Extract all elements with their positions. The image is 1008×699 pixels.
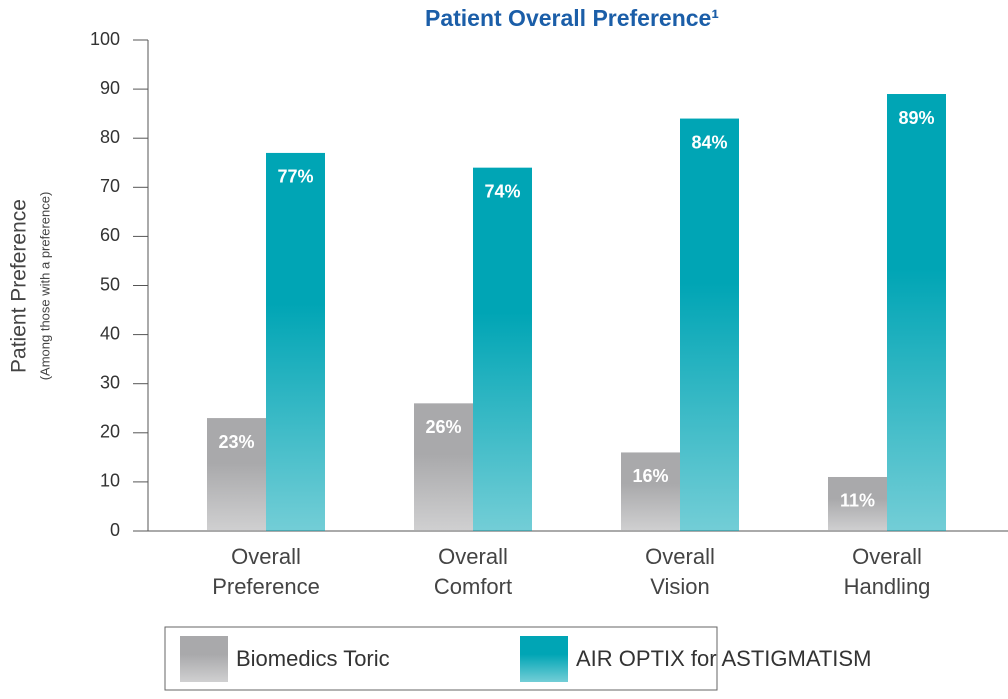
bar [473, 167, 532, 531]
y-tick-label: 20 [100, 422, 120, 442]
x-tick-label: Overall Handling [844, 544, 931, 599]
y-tick-label: 70 [100, 176, 120, 196]
value-label: 74% [484, 181, 520, 201]
x-tick-label: Overall Vision [645, 544, 715, 599]
legend-label: AIR OPTIX for ASTIGMATISM [576, 646, 871, 671]
value-label: 16% [632, 466, 668, 486]
y-tick-label: 30 [100, 372, 120, 392]
legend-box [164, 626, 718, 691]
y-axis-sublabel: (Among those with a preference) [37, 192, 52, 381]
value-label: 89% [898, 108, 934, 128]
bar [621, 452, 680, 531]
y-axis-label: Patient Preference [8, 199, 31, 373]
bar [887, 94, 946, 531]
y-tick-label: 60 [100, 225, 120, 245]
legend-label: Biomedics Toric [236, 646, 390, 671]
x-tick-label: Overall Comfort [434, 544, 512, 599]
value-label: 77% [277, 167, 313, 187]
bar [828, 476, 887, 531]
legend-swatch [180, 636, 228, 682]
chart-title: Patient Overall Preference¹ [425, 5, 719, 31]
y-tick-label: 40 [100, 323, 120, 343]
x-tick-label: Overall Preference [212, 544, 320, 599]
value-label: 84% [691, 132, 727, 152]
value-label: 11% [840, 491, 875, 511]
value-label: 26% [425, 417, 461, 437]
bar [414, 403, 473, 531]
bar [207, 418, 266, 531]
y-tick-label: 80 [100, 127, 120, 147]
y-tick-label: 0 [110, 520, 120, 540]
y-tick-label: 10 [100, 471, 120, 491]
value-label: 23% [218, 432, 254, 452]
y-tick-label: 100 [90, 29, 120, 49]
y-tick-label: 90 [100, 78, 120, 98]
bar [680, 118, 739, 531]
bar [266, 152, 325, 531]
legend-swatch [520, 636, 568, 682]
y-tick-label: 50 [100, 274, 120, 294]
